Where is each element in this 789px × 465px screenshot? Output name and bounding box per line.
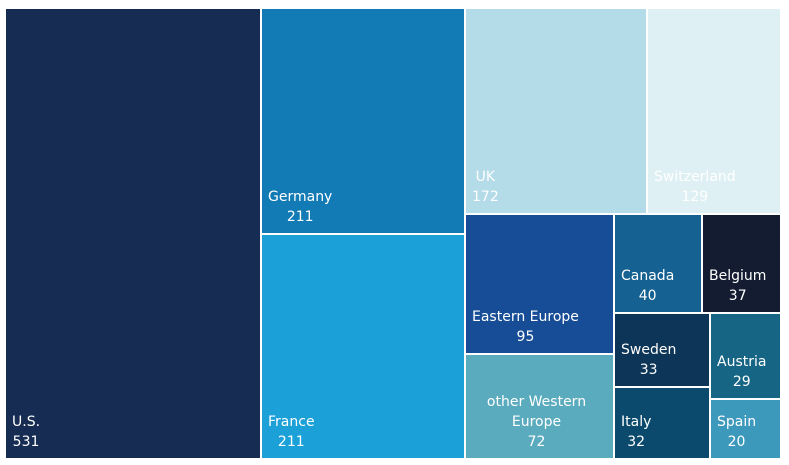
tile-value-other-western-europe: 72 (527, 434, 546, 450)
treemap-tile-spain: Spain 20 (711, 400, 780, 458)
tile-label: Germany 211 (262, 187, 338, 233)
tile-value-eastern-europe: 95 (516, 329, 535, 345)
tile-name-u-s: U.S. (12, 414, 41, 430)
tile-label: Italy 32 (615, 412, 657, 458)
tile-name-eastern-europe: Eastern Europe (472, 309, 579, 325)
tile-value-spain: 20 (727, 434, 746, 450)
tile-value-u-s: 531 (12, 434, 40, 450)
tile-label: Belgium 37 (703, 266, 772, 312)
tile-name-spain: Spain (717, 414, 757, 430)
tile-value-germany: 211 (286, 209, 314, 225)
tile-label: other Western Europe 72 (466, 392, 607, 458)
tile-label: Spain 20 (711, 412, 762, 458)
tile-name-germany: Germany (268, 189, 333, 205)
treemap-tile-germany: Germany 211 (262, 9, 464, 233)
tile-label: Canada 40 (615, 266, 680, 312)
tile-name-france: France (268, 414, 315, 430)
tile-value-switzerland: 129 (681, 189, 709, 205)
treemap-tile-eastern-europe: Eastern Europe 95 (466, 215, 613, 353)
tile-label: France 211 (262, 412, 321, 458)
tile-label: Sweden 33 (615, 340, 682, 386)
tile-name-uk: UK (475, 169, 496, 185)
treemap-tile-italy: Italy 32 (615, 388, 709, 458)
tile-value-sweden: 33 (639, 362, 658, 378)
tile-name-sweden: Sweden (621, 342, 677, 358)
treemap-tile-uk: UK 172 (466, 9, 646, 213)
treemap-tile-belgium: Belgium 37 (703, 215, 780, 312)
tile-label: U.S. 531 (6, 412, 46, 458)
treemap-tile-other-western-europe: other Western Europe 72 (466, 355, 613, 458)
tile-value-france: 211 (277, 434, 305, 450)
tile-value-austria: 29 (732, 374, 751, 390)
tile-value-italy: 32 (627, 434, 646, 450)
tile-label: Austria 29 (711, 352, 772, 398)
tile-label: Eastern Europe 95 (466, 307, 585, 353)
treemap-tile-canada: Canada 40 (615, 215, 701, 312)
tile-value-belgium: 37 (728, 288, 747, 304)
tile-value-uk: 172 (472, 189, 499, 205)
tile-label: UK 172 (466, 167, 505, 213)
treemap-tile-france: France 211 (262, 235, 464, 458)
tile-value-canada: 40 (638, 288, 657, 304)
tile-name-other-western-europe: other Western Europe (486, 394, 587, 430)
treemap-tile-sweden: Sweden 33 (615, 314, 709, 386)
tile-name-canada: Canada (621, 268, 675, 284)
tile-name-italy: Italy (621, 414, 652, 430)
treemap-tile-austria: Austria 29 (711, 314, 780, 398)
tile-name-austria: Austria (717, 354, 767, 370)
treemap-tile-switzerland: Switzerland 129 (648, 9, 780, 213)
tile-name-switzerland: Switzerland (654, 169, 736, 185)
treemap-tile-u-s: U.S. 531 (6, 9, 260, 458)
tile-label: Switzerland 129 (648, 167, 742, 213)
tile-name-belgium: Belgium (709, 268, 767, 284)
